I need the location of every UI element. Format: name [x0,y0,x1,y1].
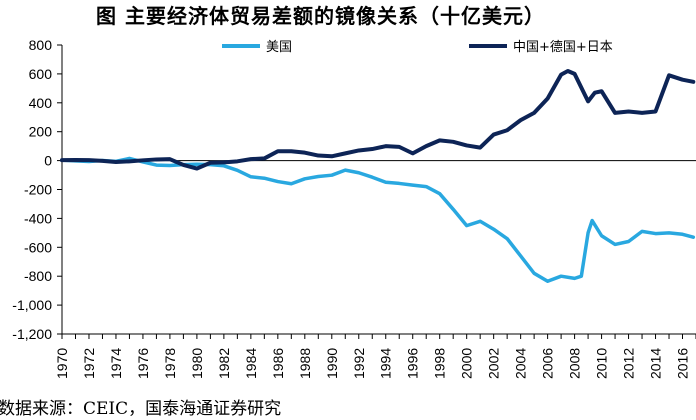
y-tick-label: -400 [24,210,52,226]
x-tick-label: 1986 [270,348,286,379]
y-tick-label: -1,200 [12,326,52,342]
x-tick-label: 2002 [486,348,502,379]
y-tick-label: 200 [29,124,53,140]
legend-label: 美国 [266,40,292,55]
x-tick-label: 1972 [81,348,97,379]
x-tick-label: 1980 [189,348,205,379]
x-tick-label: 1974 [108,348,124,379]
source-note: 数据来源：CEIC，国泰海通证券研究 [0,399,282,419]
x-tick-label: 1990 [324,348,340,379]
legend-label: 中国+德国+日本 [513,40,613,55]
y-tick-label: 600 [29,66,53,82]
axes: 8006004002000-200-400-600-800-1,000-1,20… [12,37,696,379]
x-tick-label: 2004 [513,348,529,379]
x-tick-label: 1992 [351,348,367,379]
y-tick-label: -200 [24,182,52,198]
y-tick-label: 400 [29,95,53,111]
y-tick-label: -600 [24,239,52,255]
x-tick-label: 2014 [648,348,664,379]
chart-title: 图 主要经济体贸易差额的镜像关系（十亿美元） [96,4,545,28]
x-tick-label: 1988 [297,348,313,379]
series-line-us [60,156,696,284]
y-tick-label: 0 [44,153,52,169]
y-tick-label: 800 [29,37,53,53]
x-tick-label: 1994 [378,348,394,379]
x-tick-label: 1984 [243,348,259,379]
chart-svg: 8006004002000-200-400-600-800-1,000-1,20… [12,37,696,379]
x-tick-label: 2006 [540,348,556,379]
x-tick-label: 2010 [594,348,610,379]
x-tick-label: 1970 [54,348,70,379]
series-lines [60,69,696,284]
x-tick-label: 1978 [162,348,178,379]
x-tick-label: 2008 [567,348,583,379]
y-tick-label: -1,000 [12,297,52,313]
x-tick-label: 1982 [216,348,232,379]
series-line-cn-de-jp [60,69,696,171]
x-tick-label: 1976 [135,348,151,379]
x-tick-label: 1998 [432,348,448,379]
legend: 美国 中国+德国+日本 [222,40,613,55]
x-tick-label: 2016 [675,348,691,379]
x-tick-label: 1996 [405,348,421,379]
x-tick-label: 2000 [459,348,475,379]
x-tick-label: 2012 [621,348,637,379]
y-tick-label: -800 [24,268,52,284]
